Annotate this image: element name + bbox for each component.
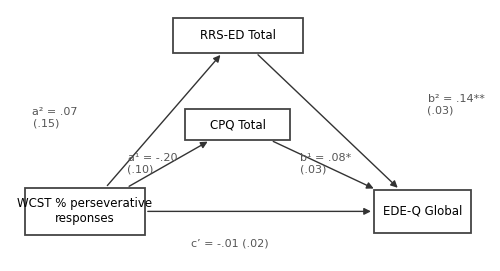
Text: b¹ = .08*
(.03): b¹ = .08* (.03): [300, 153, 351, 175]
Text: a¹ = -.20
(.10): a¹ = -.20 (.10): [128, 153, 177, 175]
FancyBboxPatch shape: [374, 190, 471, 233]
Text: c’ = -.01 (.02): c’ = -.01 (.02): [191, 239, 269, 249]
Text: a² = .07
(.15): a² = .07 (.15): [32, 107, 78, 129]
Text: EDE-Q Global: EDE-Q Global: [383, 205, 462, 218]
Text: RRS-ED Total: RRS-ED Total: [200, 29, 276, 42]
FancyBboxPatch shape: [172, 18, 302, 53]
FancyBboxPatch shape: [25, 188, 145, 235]
FancyBboxPatch shape: [185, 109, 290, 140]
Text: b² = .14**
(.03): b² = .14** (.03): [428, 93, 484, 115]
Text: CPQ Total: CPQ Total: [210, 118, 266, 131]
Text: WCST % perseverative
responses: WCST % perseverative responses: [18, 197, 152, 225]
